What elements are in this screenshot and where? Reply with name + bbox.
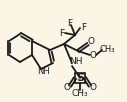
Text: S: S xyxy=(76,73,84,83)
Text: O: O xyxy=(90,50,97,59)
Text: O: O xyxy=(64,84,70,93)
Text: NH: NH xyxy=(69,58,83,67)
Text: NH: NH xyxy=(37,67,49,75)
Text: F: F xyxy=(81,23,87,32)
Bar xyxy=(75,73,85,83)
Text: F: F xyxy=(67,18,73,28)
Text: F: F xyxy=(59,28,65,38)
Text: O: O xyxy=(90,84,97,93)
Text: CH₃: CH₃ xyxy=(72,89,88,98)
Text: O: O xyxy=(88,38,94,47)
Text: CH₃: CH₃ xyxy=(99,44,115,54)
